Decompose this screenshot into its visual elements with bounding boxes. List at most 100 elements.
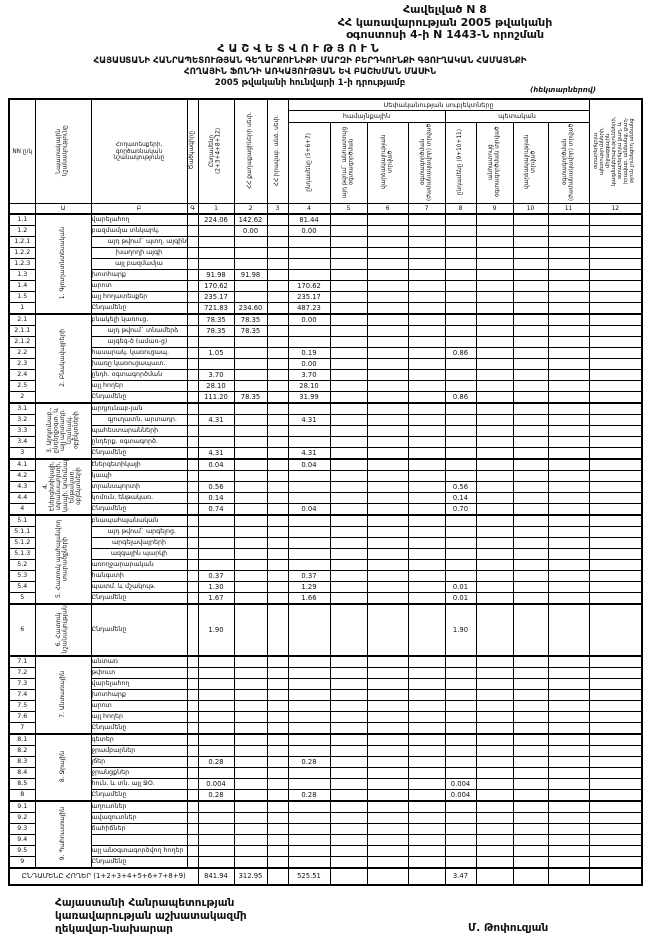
value-cell: [407, 514, 446, 528]
value-cell: [266, 458, 289, 472]
value-cell: [588, 492, 643, 505]
value-cell: 4.31: [287, 447, 331, 460]
value-cell: 1.90: [197, 603, 235, 657]
value-cell: [547, 581, 590, 594]
grand-total-value-cell: 841.94: [197, 867, 235, 886]
value-cell: [407, 213, 446, 227]
table-row: 5.3 հանգստի 0.37 0.37: [8, 570, 643, 583]
value-cell: [266, 548, 289, 561]
signature-name: Մ. Թոփուզյան: [468, 922, 549, 934]
value-cell: [588, 414, 643, 427]
table-row: 5.4 պատմ. և մշակութ. 1.30 1.29 0.01: [8, 581, 643, 594]
header-row-3: ընդամենը (5+6+7) այդ թվում` անհատույց օգ…: [9, 121, 642, 205]
value-cell: [329, 269, 368, 282]
land-type-cell: խոտհարք: [90, 269, 188, 282]
table-row: 6 6. Հատուկ նշանակության Ընդամենը 1.90 1.90: [8, 603, 643, 657]
code-cell: [186, 823, 199, 836]
code-cell: [186, 733, 199, 747]
code-cell: [186, 700, 199, 713]
land-type-cell: գյուղատն. արտադր.: [90, 414, 188, 427]
units-note: (հեկտարներով): [530, 86, 596, 94]
value-cell: [547, 325, 590, 338]
value-cell: [475, 325, 514, 338]
value-cell: [475, 514, 514, 528]
signatory-block: Հայաստանի Հանրապետության կառավարության ա…: [55, 897, 247, 935]
row-number-cell: 7.4: [8, 689, 36, 702]
value-cell: [444, 213, 477, 227]
value-cell: [512, 470, 549, 483]
value-cell: [329, 667, 368, 680]
value-cell: [444, 834, 477, 847]
value-cell: [547, 733, 590, 747]
value-cell: [266, 414, 289, 427]
value-cell: [266, 711, 289, 724]
value-cell: [287, 548, 331, 561]
report-table-body: 1.1 1. Գյուղատնտեսական վարելահող 224.06 142.…: [8, 213, 643, 886]
value-cell: [407, 548, 446, 561]
value-cell: [588, 667, 643, 680]
value-cell: [329, 447, 368, 460]
value-cell: [512, 391, 549, 404]
value-cell: 78.35: [233, 325, 268, 338]
value-cell: [475, 856, 514, 869]
row-number-cell: 4: [8, 503, 36, 516]
value-cell: [233, 800, 268, 814]
value-cell: 4.31: [287, 414, 331, 427]
value-cell: [366, 526, 409, 539]
value-cell: [512, 414, 549, 427]
value-cell: [266, 514, 289, 528]
value-cell: [329, 425, 368, 438]
value-cell: [233, 812, 268, 825]
column-number-cell: 4: [287, 203, 331, 215]
value-cell: [266, 481, 289, 494]
table-row: 8.1 8. Ջրային գետեր: [8, 733, 643, 802]
value-cell: 0.14: [444, 492, 477, 505]
value-cell: [547, 592, 590, 605]
value-cell: [588, 581, 643, 594]
row-number-cell: 1.3: [8, 269, 36, 282]
value-cell: [197, 722, 235, 735]
table-row: 8.3 լճեր 0.28 0.28: [8, 756, 643, 769]
value-cell: [547, 236, 590, 249]
value-cell: [588, 436, 643, 449]
row-number-cell: 5.4: [8, 581, 36, 594]
value-cell: [512, 800, 549, 814]
value-cell: [366, 733, 409, 747]
value-cell: [366, 581, 409, 594]
value-cell: [329, 414, 368, 427]
value-cell: [588, 789, 643, 802]
row-number-cell: 5.3: [8, 570, 36, 583]
value-cell: 1.67: [197, 592, 235, 605]
value-cell: [547, 258, 590, 271]
row-number-cell: 3.1: [8, 402, 36, 416]
value-cell: [197, 700, 235, 713]
value-cell: [197, 711, 235, 724]
value-cell: [444, 302, 477, 315]
value-cell: [366, 856, 409, 869]
value-cell: [287, 559, 331, 572]
value-cell: [407, 789, 446, 802]
value-cell: [407, 570, 446, 583]
row-number-cell: 8.5: [8, 778, 36, 791]
land-type-cell: խառը կառուցապատ.: [90, 358, 188, 371]
value-cell: [366, 789, 409, 802]
value-cell: [444, 369, 477, 382]
value-cell: [233, 280, 268, 293]
value-cell: [366, 291, 409, 304]
value-cell: [588, 592, 643, 605]
column-number-cell: [8, 203, 36, 215]
value-cell: [287, 678, 331, 691]
table-row: 2.3 խառը կառուցապատ. 0.00: [8, 358, 643, 371]
value-cell: 78.35: [197, 313, 235, 327]
row-number-cell: 2.1.1: [8, 325, 36, 338]
value-cell: [547, 745, 590, 758]
value-cell: [233, 347, 268, 360]
value-cell: [588, 280, 643, 293]
table-row: 9.2 ավազուտներ: [8, 812, 643, 825]
value-cell: [366, 280, 409, 293]
value-cell: [233, 402, 268, 416]
value-cell: [512, 689, 549, 702]
value-cell: 0.56: [197, 481, 235, 494]
value-cell: 0.28: [287, 756, 331, 769]
